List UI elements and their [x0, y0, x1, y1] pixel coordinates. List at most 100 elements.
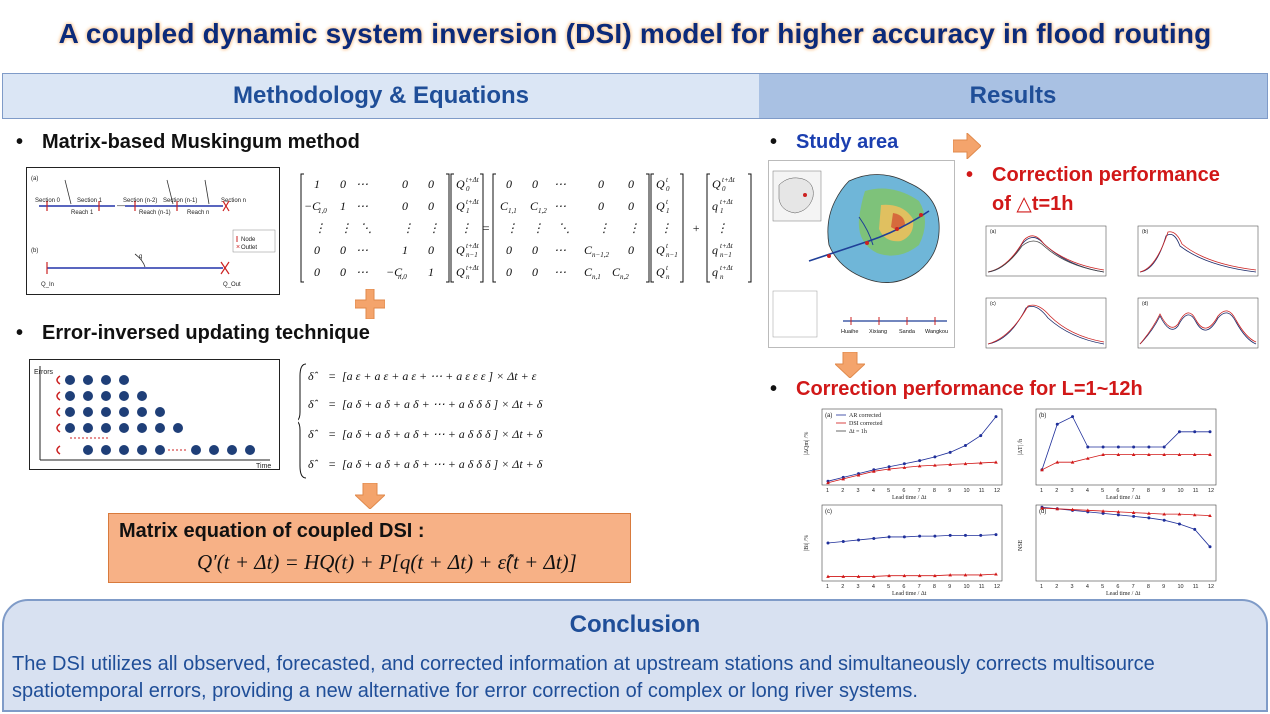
poster-title: A coupled dynamic system inversion (DSI)…	[58, 18, 1212, 49]
x-tick-label: 9	[1162, 584, 1165, 590]
data-point	[933, 534, 937, 538]
x-tick-label: 10	[963, 488, 969, 494]
data-point	[1131, 452, 1136, 456]
data-point	[1086, 445, 1090, 449]
svg-text:1: 1	[340, 199, 346, 213]
svg-text:1: 1	[428, 265, 434, 279]
errors-axis-label: Errors	[34, 369, 54, 376]
svg-text:0: 0	[402, 177, 408, 191]
data-point	[1192, 452, 1197, 456]
svg-text:C: C	[500, 199, 509, 213]
svg-text:(b): (b)	[1142, 229, 1148, 235]
svg-text:⋯: ⋯	[554, 243, 566, 257]
svg-text:Node: Node	[241, 237, 256, 243]
data-point	[872, 536, 876, 540]
series-line	[827, 534, 997, 544]
x-tick-label: 12	[1208, 488, 1214, 494]
error-propagation-figure: Errors Time	[29, 359, 280, 470]
study-area-map-svg: Huaihe Xixiang Sanda Wangkou	[769, 161, 954, 347]
data-point	[841, 539, 845, 543]
svg-text:×: ×	[236, 244, 240, 251]
data-point	[826, 480, 830, 485]
fig-a-label: (a)	[31, 176, 38, 182]
svg-text:Section (n-2): Section (n-2)	[123, 198, 157, 204]
svg-text:−C: −C	[304, 199, 321, 213]
svg-text:C: C	[612, 265, 621, 279]
svg-text:⋯: ⋯	[356, 265, 368, 279]
data-point	[1116, 445, 1120, 449]
x-tick-label: 1	[1040, 488, 1043, 494]
error-propagation-svg: Errors Time	[34, 366, 271, 470]
svg-text:Reach n: Reach n	[187, 210, 209, 216]
data-point	[1086, 508, 1090, 512]
data-point	[1116, 513, 1120, 517]
svg-text:⋮: ⋮	[340, 221, 352, 235]
svg-text:0: 0	[532, 265, 538, 279]
series-line	[1041, 507, 1211, 517]
svg-text:C: C	[530, 199, 539, 213]
y-axis-label: NSE	[1018, 539, 1024, 551]
svg-text:⋮: ⋮	[402, 221, 414, 235]
svg-text:Section n: Section n	[221, 198, 246, 204]
svg-text:Q_In: Q_In	[41, 282, 54, 288]
svg-text:Q: Q	[456, 177, 465, 191]
svg-text:δ̂: δ̂	[308, 457, 319, 471]
svg-text:=: =	[328, 427, 336, 441]
svg-text:1: 1	[666, 207, 670, 215]
svg-text:(c): (c)	[990, 301, 996, 307]
data-point	[933, 573, 937, 578]
x-tick-label: 9	[948, 584, 951, 590]
svg-text:⋮: ⋮	[660, 221, 672, 235]
x-tick-label: 2	[841, 488, 844, 494]
time-axis-label: Time	[256, 463, 271, 469]
x-tick-label: 8	[1147, 488, 1150, 494]
svg-text:n−1: n−1	[466, 251, 478, 259]
data-point	[963, 573, 968, 577]
x-tick-label: 10	[963, 584, 969, 590]
x-tick-label: 12	[994, 488, 1000, 494]
svg-text:0: 0	[340, 265, 346, 279]
data-point	[887, 573, 891, 578]
svg-text:Q: Q	[456, 199, 465, 213]
data-point	[918, 459, 922, 463]
data-point	[1055, 460, 1060, 464]
svg-text:n−1,2: n−1,2	[592, 251, 609, 259]
data-point	[1070, 460, 1075, 464]
svg-text:0: 0	[506, 243, 512, 257]
svg-text:—: —	[117, 201, 125, 210]
bullet-correction-1h: • Correction performance of △t=1h	[966, 164, 1220, 215]
data-point	[1132, 514, 1136, 518]
x-tick-label: 11	[1193, 584, 1199, 590]
x-tick-label: 10	[1177, 584, 1183, 590]
data-point	[856, 473, 861, 477]
svg-text:Reach (n-1): Reach (n-1)	[139, 210, 171, 216]
svg-text:Q: Q	[656, 177, 665, 191]
svg-text:0: 0	[598, 177, 604, 191]
x-tick-label: 4	[1086, 584, 1089, 590]
svg-text:⋮: ⋮	[532, 221, 544, 235]
svg-text:0: 0	[314, 265, 320, 279]
panel-label: (c)	[825, 509, 832, 515]
data-point	[994, 415, 998, 419]
x-tick-label: 7	[918, 488, 921, 494]
svg-text:0: 0	[314, 243, 320, 257]
data-point	[902, 573, 907, 578]
bullet-muskingum: • Matrix-based Muskingum method	[16, 131, 360, 153]
svg-text:t+Δt: t+Δt	[466, 242, 480, 250]
x-tick-label: 4	[1086, 488, 1089, 494]
x-tick-label: 5	[1101, 584, 1104, 590]
svg-text:0: 0	[628, 243, 634, 257]
svg-text:⋱: ⋱	[558, 221, 570, 235]
coupled-dsi-label: Matrix equation of coupled DSI :	[119, 520, 425, 542]
svg-text:0: 0	[598, 199, 604, 213]
bullet-correction-L: • Correction performance for L=1~12h	[770, 378, 1143, 400]
svg-text:t+Δt: t+Δt	[720, 242, 734, 250]
x-axis-label: Lead time / Δt	[1106, 591, 1141, 597]
svg-text:⋯: ⋯	[554, 199, 566, 213]
svg-text:⋯: ⋯	[356, 243, 368, 257]
conclusion-panel: Conclusion The DSI utilizes all observed…	[2, 599, 1268, 712]
svg-text:⋮: ⋮	[506, 221, 518, 235]
data-point	[872, 574, 876, 578]
bullet-study-area: • Study area	[770, 131, 899, 153]
legend-label: AR corrected	[849, 413, 881, 419]
